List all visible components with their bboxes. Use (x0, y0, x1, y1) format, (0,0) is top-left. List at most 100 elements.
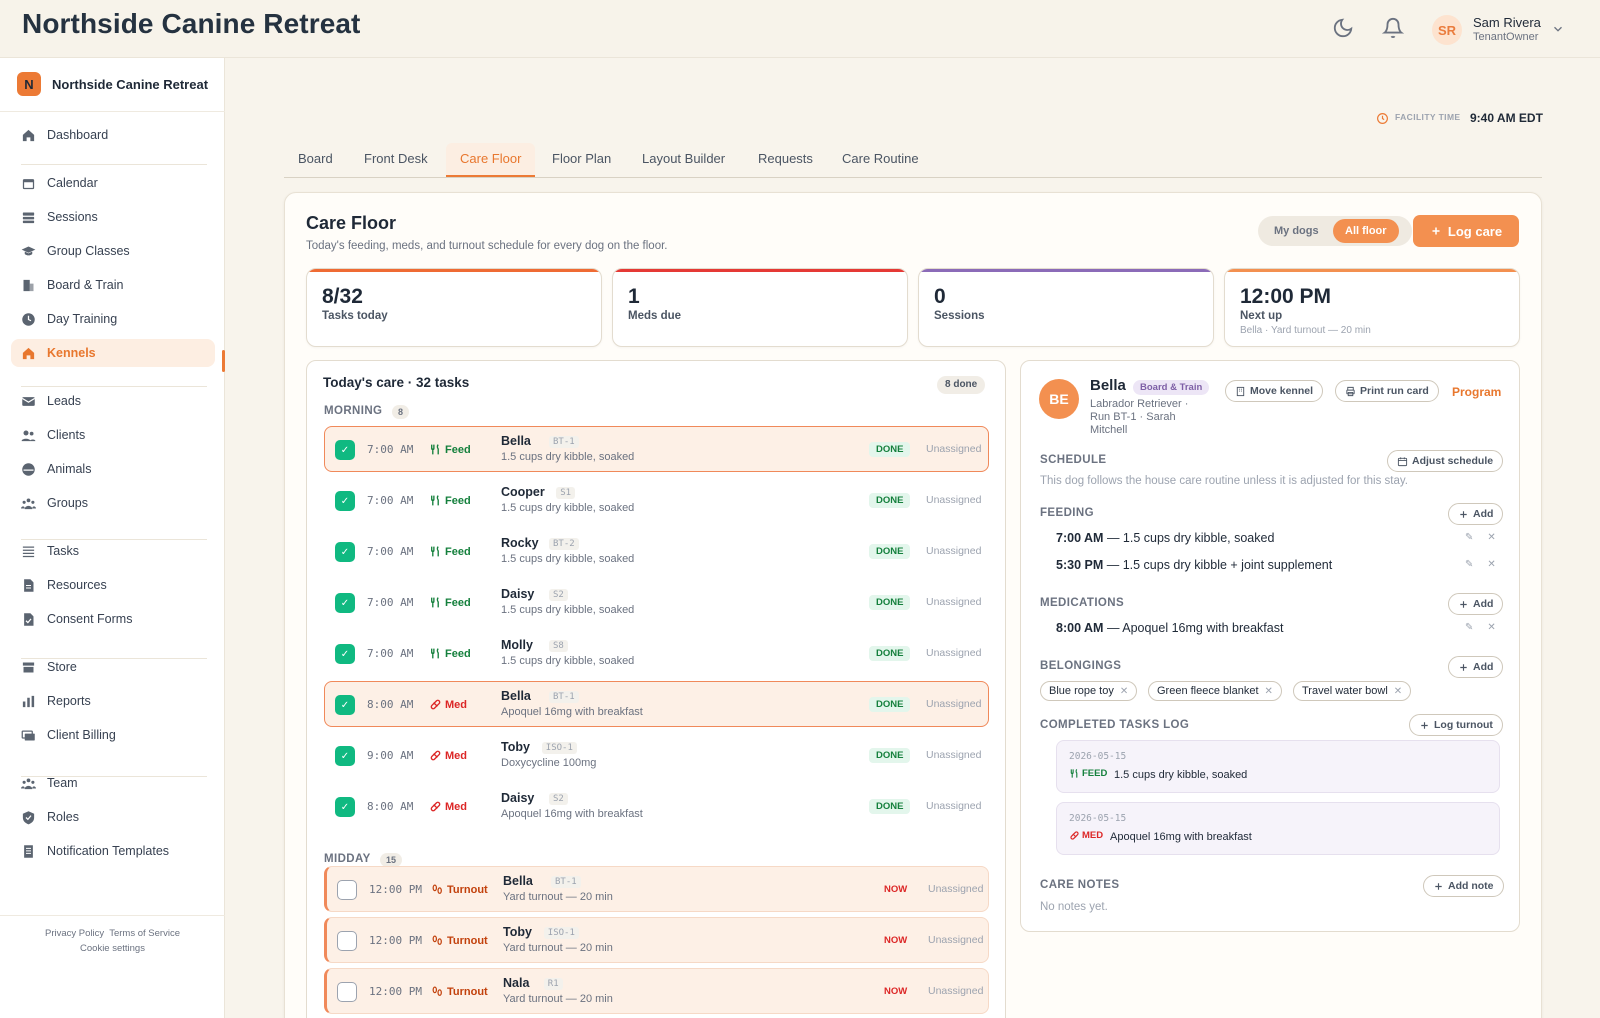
dog-name[interactable]: Bella (501, 434, 531, 448)
moon-icon[interactable] (1332, 17, 1354, 39)
remove-icon[interactable]: ✕ (1264, 686, 1273, 697)
assignee[interactable]: Unassigned (926, 545, 982, 557)
dog-name[interactable]: Daisy (501, 587, 535, 601)
remove-icon[interactable]: ✕ (1393, 686, 1403, 697)
log-turnout-button[interactable]: Log turnout (1409, 714, 1503, 736)
task-checkbox[interactable]: ✓ (335, 644, 355, 664)
sidebar-item-team[interactable]: Team (11, 769, 215, 797)
dog-name[interactable]: Bella (503, 874, 533, 888)
task-row[interactable]: ✓ 7:00 AM Feed Cooper S1 1.5 cups dry kibble,… (324, 477, 989, 523)
close-icon[interactable]: ✕ (1487, 622, 1496, 633)
sidebar-item-store[interactable]: Store (11, 653, 215, 681)
assignee[interactable]: Unassigned (926, 494, 982, 506)
task-row[interactable]: ✓ 9:00 AM Med Toby ISO-1 Doxycycline 100mg DON… (324, 732, 989, 778)
dog-name[interactable]: Toby (503, 925, 532, 939)
edit-icon[interactable]: ✎ (1465, 622, 1474, 633)
privacy-policy-link[interactable]: Privacy Policy (45, 928, 105, 939)
assignee[interactable]: Unassigned (928, 883, 984, 895)
dog-name[interactable]: Toby (501, 740, 530, 754)
sidebar-item-notification-templates[interactable]: Notification Templates (11, 837, 215, 865)
edit-icon[interactable]: ✎ (1465, 532, 1474, 543)
add-medication-button[interactable]: Add (1448, 593, 1504, 615)
task-row[interactable]: ✓ 7:00 AM Feed Molly S8 1.5 cups dry kibble, … (324, 630, 989, 676)
tab-requests[interactable]: Requests (758, 151, 813, 166)
assignee[interactable]: Unassigned (926, 443, 982, 455)
bell-icon[interactable] (1382, 17, 1404, 39)
dog-name[interactable]: Nala (503, 976, 530, 990)
assignee[interactable]: Unassigned (926, 698, 982, 710)
tab-board[interactable]: Board (298, 151, 333, 166)
sidebar-item-reports[interactable]: Reports (11, 687, 215, 715)
terms-link[interactable]: Terms of Service (109, 928, 180, 939)
dog-name[interactable]: Daisy (501, 791, 535, 805)
program-link[interactable]: Program (1452, 385, 1502, 399)
belonging-chip[interactable]: Travel water bowl ✕ (1293, 681, 1412, 701)
log-care-button[interactable]: Log care (1413, 215, 1519, 247)
task-checkbox[interactable] (337, 982, 357, 1002)
chevron-down-icon[interactable] (1551, 22, 1565, 36)
task-checkbox[interactable]: ✓ (335, 797, 355, 817)
task-row[interactable]: ✓ 8:00 AM Med Daisy S2 Apoquel 16mg with brea… (324, 783, 989, 829)
assignee[interactable]: Unassigned (926, 800, 982, 812)
dog-name[interactable]: Rocky (501, 536, 539, 550)
sidebar-item-client-billing[interactable]: Client Billing (11, 721, 215, 749)
assignee[interactable]: Unassigned (928, 934, 984, 946)
task-row[interactable]: ✓ 7:00 AM Feed Rocky BT-2 1.5 cups dry kibble… (324, 528, 989, 574)
task-checkbox[interactable]: ✓ (335, 542, 355, 562)
close-icon[interactable]: ✕ (1487, 532, 1496, 543)
tab-floor-plan[interactable]: Floor Plan (552, 151, 612, 166)
task-checkbox[interactable] (337, 931, 357, 951)
print-run-card-button[interactable]: Print run card (1335, 380, 1439, 402)
belonging-chip[interactable]: Green fleece blanket ✕ (1148, 681, 1282, 701)
task-row[interactable]: ✓ 7:00 AM Feed Daisy S2 1.5 cups dry kibble, … (324, 579, 989, 625)
sidebar-item-kennels[interactable]: Kennels (11, 339, 215, 367)
my-dogs-button[interactable]: My dogs (1274, 225, 1319, 237)
cookie-settings-link[interactable]: Cookie settings (80, 943, 145, 954)
remove-icon[interactable]: ✕ (1119, 686, 1129, 697)
sidebar-item-board-train[interactable]: Board & Train (11, 271, 215, 299)
sidebar-item-consent-forms[interactable]: Consent Forms (11, 605, 215, 633)
task-row[interactable]: 12:00 PM Turnout Toby ISO-1 Yard turnout — 2… (324, 917, 989, 963)
task-row[interactable]: 12:00 PM Turnout Nala R1 Yard turnout — 20 m… (324, 968, 989, 1014)
assignee[interactable]: Unassigned (926, 596, 982, 608)
task-row[interactable]: ✓ 8:00 AM Med Bella BT-1 Apoquel 16mg with br… (324, 681, 989, 727)
assignee[interactable]: Unassigned (928, 985, 984, 997)
sidebar-item-resources[interactable]: Resources (11, 571, 215, 599)
sidebar-item-calendar[interactable]: Calendar (11, 169, 215, 197)
task-row[interactable]: ✓ 7:00 AM Feed Bella BT-1 1.5 cups dry kibble… (324, 426, 989, 472)
sidebar-item-leads[interactable]: Leads (11, 387, 215, 415)
sidebar-item-group-classes[interactable]: Group Classes (11, 237, 215, 265)
task-checkbox[interactable]: ✓ (335, 593, 355, 613)
task-checkbox[interactable]: ✓ (335, 491, 355, 511)
org-switcher[interactable]: N Northside Canine Retreat (0, 58, 225, 112)
dog-name[interactable]: Bella (501, 689, 531, 703)
all-floor-button[interactable]: All floor (1333, 219, 1399, 243)
tab-care-routine[interactable]: Care Routine (842, 151, 919, 166)
close-icon[interactable]: ✕ (1487, 559, 1496, 570)
add-note-button[interactable]: Add note (1423, 875, 1504, 897)
sidebar-item-clients[interactable]: Clients (11, 421, 215, 449)
task-checkbox[interactable]: ✓ (335, 440, 355, 460)
belonging-chip[interactable]: Blue rope toy ✕ (1040, 681, 1138, 701)
task-checkbox[interactable]: ✓ (335, 746, 355, 766)
sidebar-item-groups[interactable]: Groups (11, 489, 215, 517)
task-checkbox[interactable] (337, 880, 357, 900)
assignee[interactable]: Unassigned (926, 647, 982, 659)
sidebar-item-dashboard[interactable]: Dashboard (11, 121, 215, 149)
assignee[interactable]: Unassigned (926, 749, 982, 761)
task-checkbox[interactable]: ✓ (335, 695, 355, 715)
sidebar-item-roles[interactable]: Roles (11, 803, 215, 831)
edit-icon[interactable]: ✎ (1465, 559, 1474, 570)
user-avatar[interactable]: SR (1432, 15, 1462, 45)
tab-layout-builder[interactable]: Layout Builder (642, 151, 726, 166)
sidebar-item-tasks[interactable]: Tasks (11, 537, 215, 565)
add-belonging-button[interactable]: Add (1448, 656, 1504, 678)
adjust-schedule-button[interactable]: Adjust schedule (1387, 450, 1504, 472)
task-row[interactable]: 12:00 PM Turnout Bella BT-1 Yard turnout — 2… (324, 866, 989, 912)
dog-name[interactable]: Molly (501, 638, 533, 652)
sidebar-item-day-training[interactable]: Day Training (11, 305, 215, 333)
add-feeding-button[interactable]: Add (1448, 503, 1504, 525)
sidebar-item-sessions[interactable]: Sessions (11, 203, 215, 231)
tab-care-floor[interactable]: Care Floor (446, 143, 536, 177)
dog-name[interactable]: Cooper (501, 485, 545, 499)
